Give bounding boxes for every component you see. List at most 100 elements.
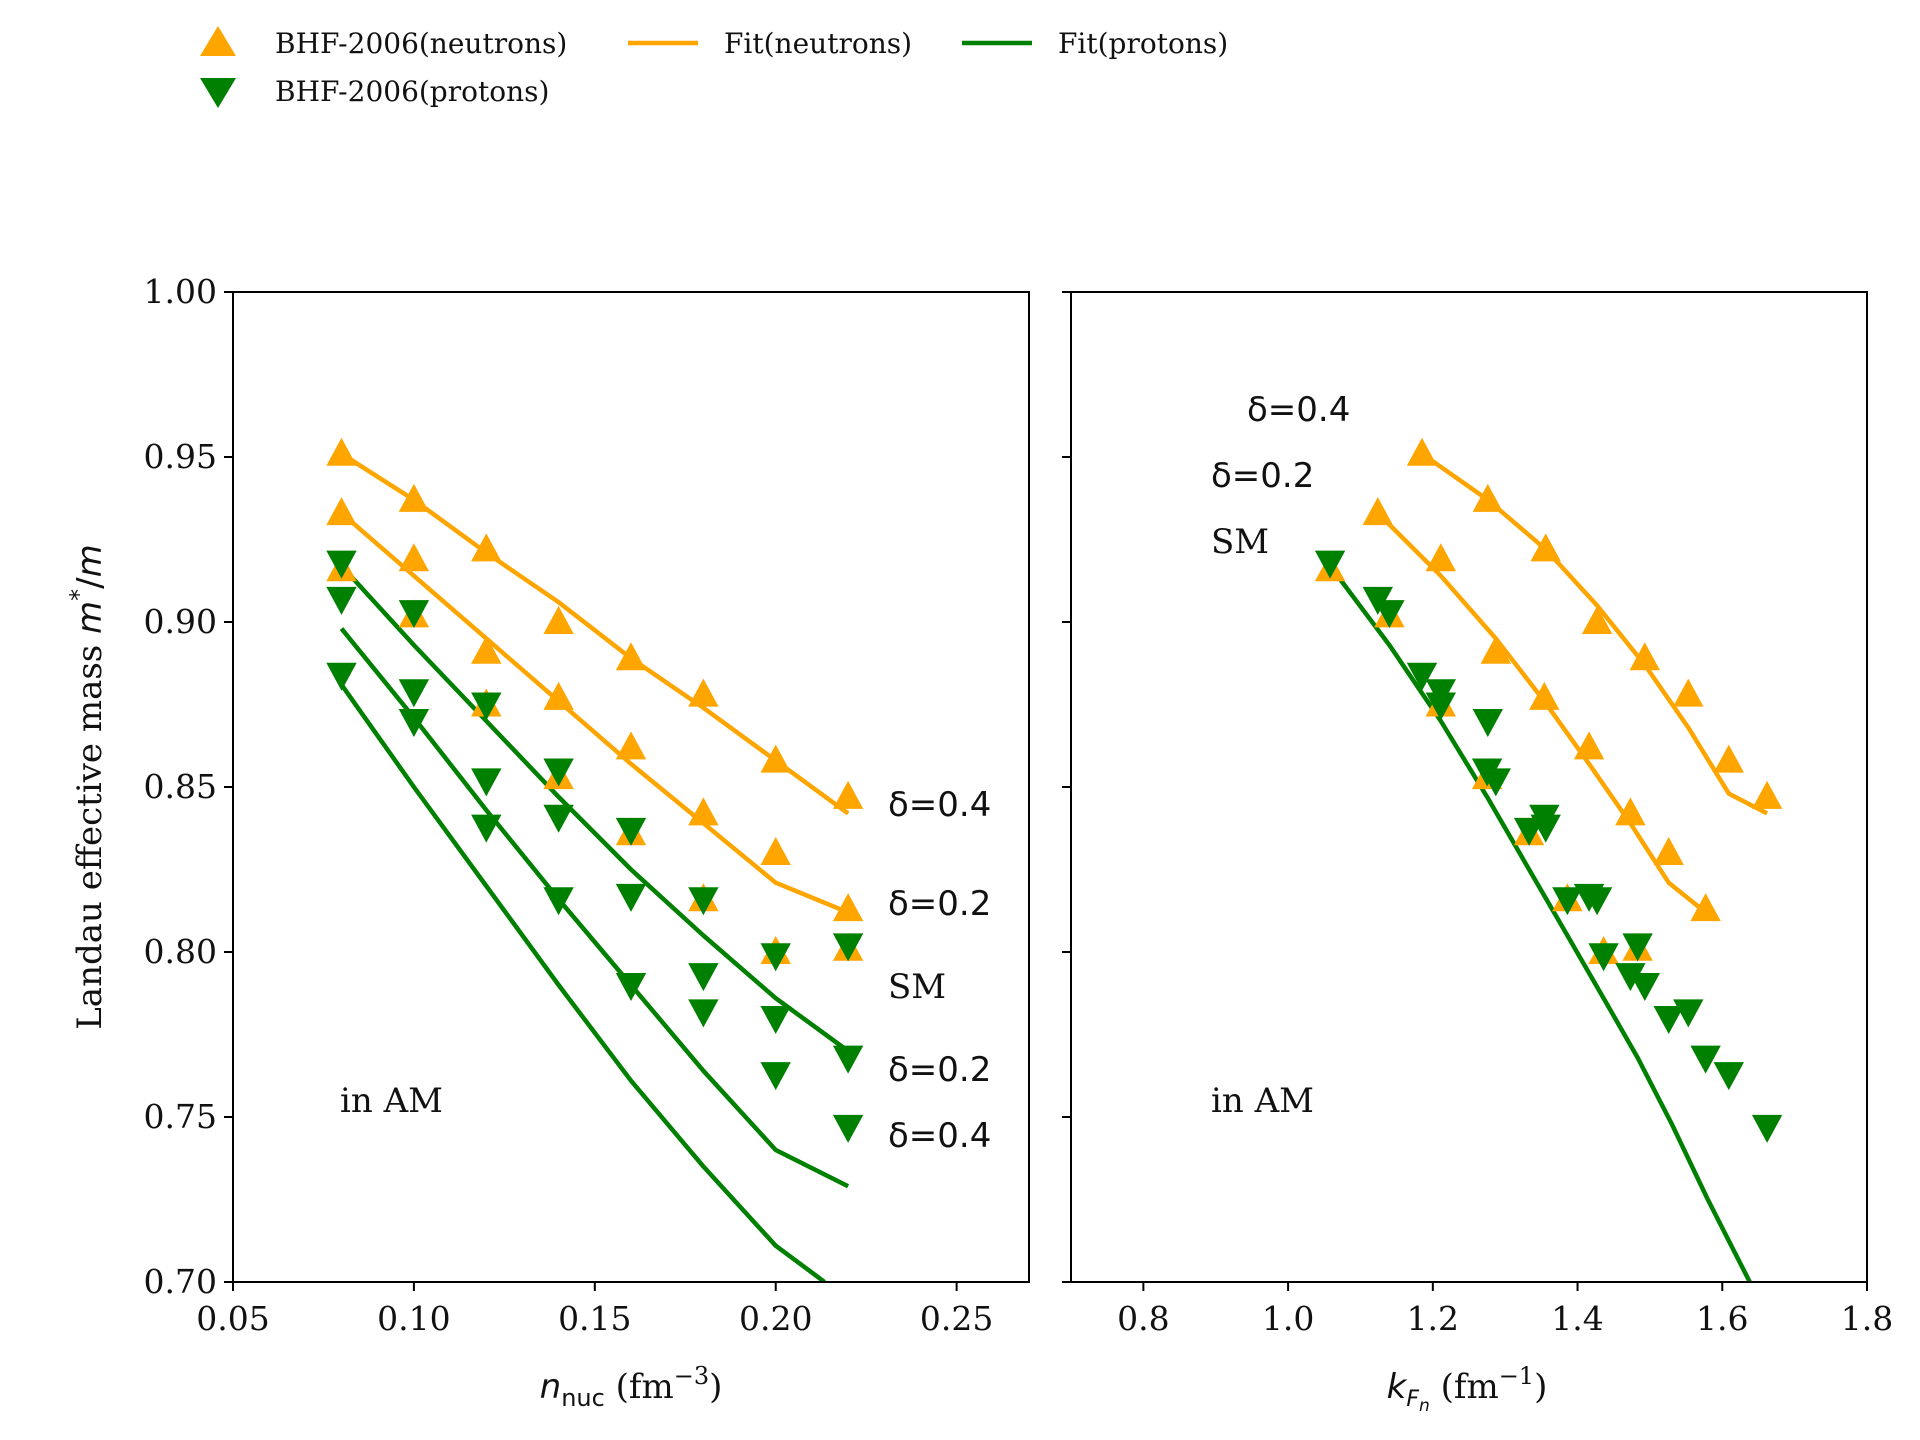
right-proton-data-point	[1472, 709, 1503, 737]
right-x-tick-label: 1.2	[1407, 1299, 1459, 1338]
left-proton-fit-line	[339, 627, 850, 1189]
left-neutron-data-point	[760, 837, 791, 865]
left-neutron-data-point	[832, 893, 864, 922]
left-x-tick-label: 0.15	[558, 1299, 631, 1338]
right-panel: 0.8 1.0 1.2 1.4 1.6 1.8 kFn (fm−1) δ=0.4 δ=0.…	[1062, 291, 1893, 1416]
right-annotation-delta-04: δ=0.4	[1247, 390, 1350, 430]
left-neutron-data-point	[615, 731, 647, 760]
left-x-tick-label: 0.05	[196, 1299, 269, 1338]
right-proton-data-point	[1530, 814, 1561, 843]
right-neutron-data-point	[1480, 635, 1511, 664]
left-neutron-data-point	[543, 681, 574, 710]
left-proton-data-point	[615, 817, 647, 846]
legend-label-proton-fit: Fit(protons)	[1058, 27, 1228, 60]
left-annotation-neutron-delta-02: δ=0.2	[888, 884, 991, 924]
left-x-tick-label: 0.10	[377, 1299, 450, 1338]
left-y-tick-label: 0.70	[144, 1262, 217, 1301]
left-proton-data-point	[398, 679, 430, 708]
left-proton-data-point	[471, 814, 502, 843]
left-neutron-fit-line	[340, 511, 849, 915]
right-neutron-data-point	[1425, 543, 1456, 572]
left-proton-data-point	[688, 963, 719, 992]
left-annotation-proton-delta-04: δ=0.4	[888, 1116, 991, 1156]
left-axis-ticks: 0.05 0.10 0.15 0.20 0.25 0.70 0.75 0.80 0.85 0.90…	[144, 272, 994, 1338]
right-neutron-data-point	[1406, 437, 1438, 466]
left-proton-data-point	[471, 768, 502, 797]
legend-neutron-marker	[200, 26, 236, 56]
right-neutron-fit-line	[1376, 511, 1708, 915]
right-annotation-sm: SM	[1211, 522, 1269, 562]
right-neutron-data-point	[1573, 731, 1605, 760]
left-proton-fit-line	[339, 564, 850, 1053]
left-panel: 0.05 0.10 0.15 0.20 0.25 0.70 0.75 0.80 0.85 0.90…	[65, 272, 1030, 1412]
left-neutron-data-point	[615, 642, 647, 671]
left-proton-data-point	[688, 887, 719, 916]
left-neutron-data-point	[688, 797, 719, 826]
left-proton-data-point	[543, 804, 574, 833]
left-proton-data-point	[760, 1006, 791, 1034]
right-annotation-in-am: in AM	[1211, 1081, 1314, 1121]
left-proton-data-point	[398, 600, 430, 629]
left-x-axis-label: nnuc (fm−3)	[540, 1362, 723, 1412]
left-y-tick-label: 0.85	[144, 767, 217, 806]
right-x-tick-label: 1.0	[1262, 1299, 1314, 1338]
right-data-points	[1314, 437, 1783, 1143]
right-neutron-data-point	[1629, 642, 1660, 671]
left-proton-data-point	[832, 1114, 864, 1143]
right-proton-data-point	[1581, 887, 1613, 916]
right-proton-data-point	[1629, 973, 1660, 1001]
right-neutron-data-point	[1653, 837, 1684, 865]
left-y-tick-label: 0.95	[144, 437, 217, 476]
left-neutron-data-point	[688, 678, 719, 707]
legend-label-neutron-fit: Fit(neutrons)	[724, 27, 912, 60]
left-neutron-data-point	[326, 497, 357, 526]
left-x-tick-label: 0.20	[739, 1299, 812, 1338]
legend-label-proton-points: BHF-2006(protons)	[275, 75, 549, 108]
right-neutron-data-point	[1472, 483, 1503, 512]
right-proton-data-point	[1552, 887, 1583, 916]
left-neutron-data-point	[398, 483, 430, 512]
right-plot-frame	[1070, 291, 1868, 1283]
left-proton-data-point	[615, 973, 647, 1001]
left-neutron-data-point	[471, 635, 502, 664]
left-data-points	[326, 437, 864, 1143]
right-neutron-data-point	[1690, 893, 1721, 922]
left-y-tick-label: 0.80	[144, 932, 217, 971]
right-x-tick-label: 0.8	[1117, 1299, 1169, 1338]
left-proton-data-point	[688, 999, 719, 1028]
right-proton-data-point	[1362, 586, 1393, 615]
legend-proton-marker	[200, 78, 236, 108]
left-proton-data-point	[832, 933, 864, 962]
left-annotation-neutron-delta-04: δ=0.4	[888, 785, 991, 825]
right-axis-ticks: 0.8 1.0 1.2 1.4 1.6 1.8	[1062, 291, 1893, 1338]
left-proton-fit-line	[339, 683, 826, 1282]
right-proton-data-point	[1673, 999, 1704, 1028]
right-x-axis-label: kFn (fm−1)	[1387, 1362, 1548, 1416]
right-proton-data-point	[1406, 662, 1438, 691]
y-axis-label: Landau effective mass m*/m	[65, 544, 110, 1030]
left-proton-data-point	[543, 887, 574, 916]
right-proton-fit-line	[1328, 564, 1752, 1282]
left-y-tick-label: 0.75	[144, 1097, 217, 1136]
left-y-tick-label: 1.00	[144, 272, 217, 311]
left-y-tick-label: 0.90	[144, 602, 217, 641]
right-fit-lines	[1328, 451, 1769, 1282]
right-proton-data-point	[1653, 1006, 1684, 1034]
left-fit-lines	[339, 451, 850, 1282]
left-neutron-data-point	[326, 437, 357, 466]
left-neutron-data-point	[760, 744, 791, 773]
left-proton-data-point	[760, 1062, 791, 1091]
left-neutron-data-point	[543, 606, 574, 634]
right-proton-data-point	[1314, 550, 1346, 579]
right-neutron-data-point	[1673, 678, 1704, 707]
left-proton-data-point	[398, 709, 430, 737]
right-neutron-data-point	[1713, 744, 1744, 773]
left-annotation-proton-delta-02: δ=0.2	[888, 1050, 991, 1090]
left-neutron-data-point	[832, 780, 864, 809]
left-proton-data-point	[326, 586, 357, 615]
left-annotation-sm: SM	[888, 967, 946, 1007]
left-proton-data-point	[615, 883, 647, 912]
right-proton-data-point	[1690, 1045, 1721, 1074]
right-neutron-data-point	[1530, 533, 1561, 562]
